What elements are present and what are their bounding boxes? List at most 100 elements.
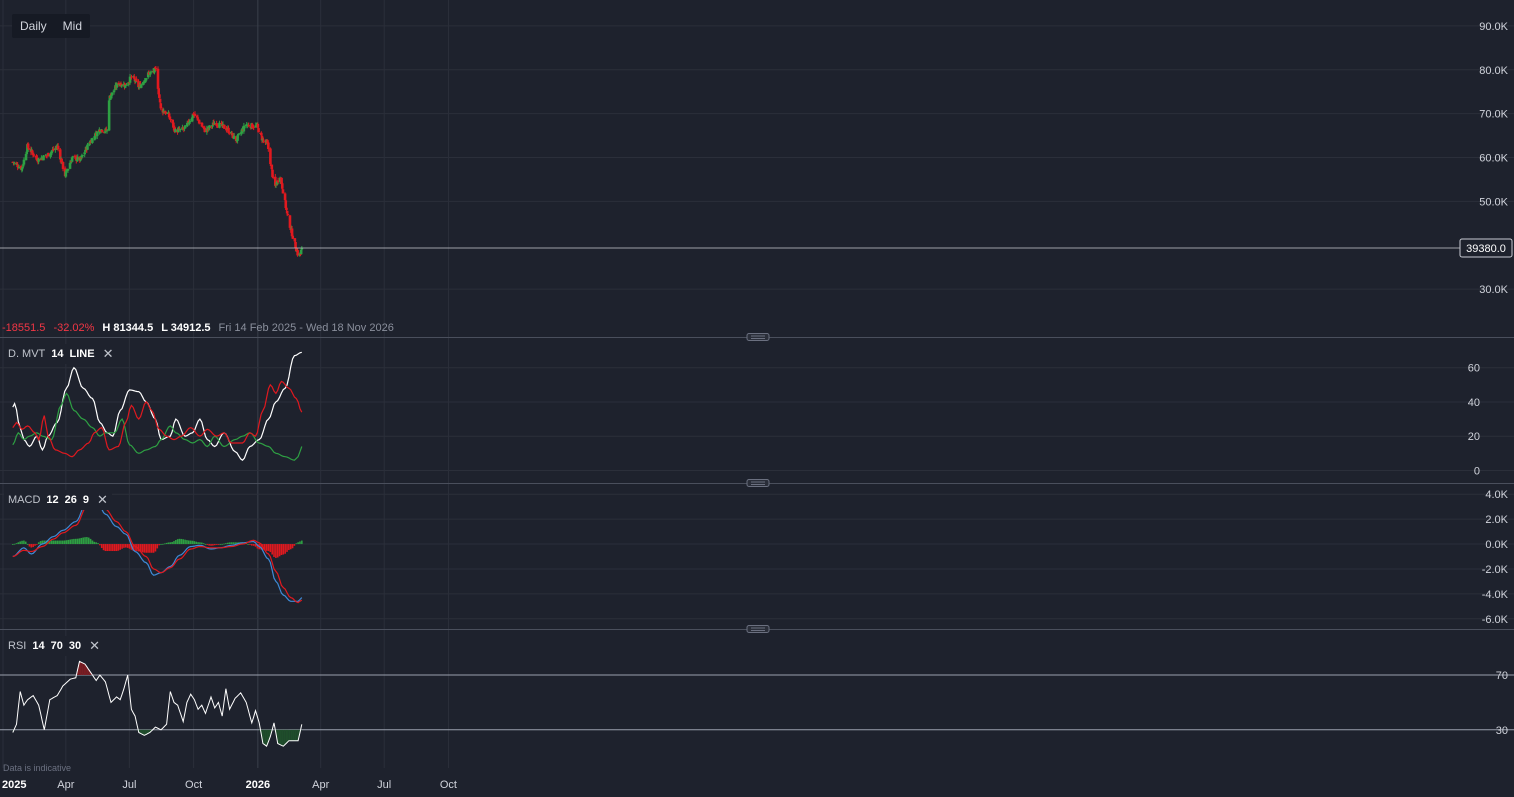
candle-body: [14, 163, 18, 165]
candle-body: [64, 171, 68, 177]
time-axis-label: Apr: [312, 779, 329, 791]
close-icon[interactable]: ✕: [89, 638, 100, 653]
price-tick-label: 90.0K: [1479, 21, 1508, 33]
macd-histogram-bar: [254, 544, 257, 547]
rsi-overbought-fill: [79, 661, 82, 676]
candle-body: [186, 122, 189, 127]
close-icon[interactable]: ✕: [102, 346, 114, 361]
dmvt-name: D. MVT: [8, 348, 46, 360]
price-tick-label: 50.0K: [1479, 196, 1508, 208]
candle-body: [91, 138, 94, 143]
candle-body: [95, 131, 99, 137]
candle-body: [276, 180, 280, 183]
macd-histogram-bar: [247, 544, 249, 545]
close-icon[interactable]: ✕: [97, 492, 108, 507]
price-tick-label: 30.0K: [1479, 284, 1508, 296]
macd-histogram-bar: [117, 544, 120, 551]
candle-body: [26, 143, 30, 148]
candle-body: [240, 130, 244, 133]
macd-histogram-bar: [95, 542, 97, 545]
macd-histogram-bar: [36, 544, 38, 545]
candle-body: [296, 250, 299, 256]
candle-body: [70, 157, 74, 162]
candle-body: [255, 125, 258, 127]
candle-body: [183, 125, 187, 129]
pane-resize-handle[interactable]: [746, 333, 770, 341]
macd-histogram-bar: [186, 540, 188, 545]
candle-body: [73, 155, 77, 157]
macd-histogram-bar: [256, 544, 259, 549]
candle-body: [252, 126, 255, 128]
dmvt-adx-line: [12, 351, 302, 461]
candle-body: [284, 200, 288, 209]
macd-histogram-bar: [215, 544, 218, 545]
rsi-legend[interactable]: RSI 14 70 30 ✕: [4, 636, 104, 656]
pane-resize-handle[interactable]: [746, 479, 770, 487]
macd-histogram-bar: [13, 543, 16, 545]
macd-legend[interactable]: MACD 12 26 9 ✕: [4, 490, 112, 510]
macd-histogram-bar: [267, 544, 270, 552]
macd-histogram-bar: [156, 544, 159, 549]
macd-histogram-bar: [141, 544, 144, 553]
time-axis-label: Oct: [440, 779, 457, 791]
rsi-oversold-fill: [142, 729, 145, 736]
candle-body: [120, 85, 123, 87]
candle-body: [36, 161, 40, 163]
macd-line: [12, 498, 303, 602]
candle-body: [161, 108, 165, 113]
candle-body: [239, 132, 243, 134]
macd-histogram-bar: [284, 544, 286, 554]
candle-body: [275, 184, 278, 186]
candle-body: [31, 152, 35, 156]
macd-histogram-bar: [128, 544, 131, 549]
candle-body: [176, 129, 180, 133]
macd-histogram-bar: [204, 544, 207, 545]
timeframe-button[interactable]: Daily: [20, 19, 47, 33]
dmvt-param-style: LINE: [69, 348, 95, 360]
candle-body: [269, 148, 272, 165]
candle-body: [257, 128, 260, 133]
candle-body: [86, 144, 89, 150]
candle-body: [299, 253, 302, 255]
candle-body: [190, 117, 194, 122]
time-axis-label: Jul: [377, 779, 391, 791]
candle-body: [179, 128, 182, 130]
candle-body: [271, 169, 274, 178]
candle-body: [213, 123, 216, 125]
macd-histogram-bar: [234, 542, 236, 545]
candle-body: [42, 155, 45, 161]
dmvt-legend[interactable]: D. MVT 14 LINE ✕: [4, 344, 118, 364]
candle-body: [216, 125, 219, 127]
macd-histogram-bar: [163, 543, 166, 545]
pane-resize-handle[interactable]: [746, 625, 770, 633]
macd-histogram-bar: [286, 544, 288, 552]
candle-body: [71, 156, 75, 158]
candle-body: [109, 95, 113, 99]
macd-histogram-bar: [43, 540, 46, 545]
candle-body: [271, 176, 275, 178]
macd-histogram-bar: [139, 544, 142, 552]
macd-histogram-bar: [23, 540, 25, 545]
candle-body: [127, 82, 130, 85]
macd-histogram-bar: [193, 541, 196, 545]
time-axis-label: 2025: [2, 779, 26, 791]
candle-body: [135, 78, 138, 82]
macd-histogram-bar: [276, 544, 279, 558]
macd-histogram-bar: [200, 542, 203, 545]
candle-body: [115, 83, 119, 88]
candle-body: [61, 162, 65, 169]
macd-histogram-bar: [221, 543, 223, 545]
price-type-button[interactable]: Mid: [62, 19, 83, 33]
macd-histogram-bar: [89, 538, 92, 545]
candle-body: [211, 125, 214, 127]
candle-body: [188, 121, 191, 124]
macd-histogram-bar: [223, 543, 225, 545]
candle-body: [181, 127, 185, 129]
ohlc-stats: -18551.5 -32.02% H 81344.5 L 34912.5 Fri…: [2, 322, 394, 334]
candle-body: [51, 149, 54, 152]
candle-body: [225, 129, 229, 131]
candle-body: [168, 116, 172, 119]
rsi-oversold-fill: [285, 729, 288, 745]
